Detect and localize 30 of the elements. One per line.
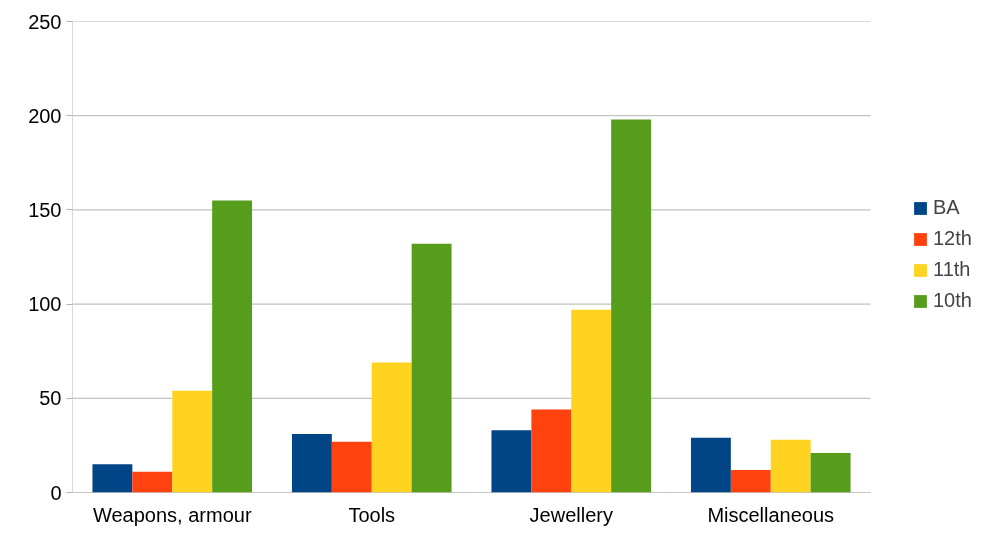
x-tick-label: Weapons, armour	[92, 503, 252, 526]
bar	[531, 409, 572, 493]
x-tick-label: Jewellery	[529, 503, 613, 526]
x-tick-label: Miscellaneous	[707, 503, 835, 526]
bar	[212, 200, 253, 493]
bar	[810, 452, 851, 493]
bar	[291, 434, 332, 493]
bar	[172, 390, 213, 493]
bar	[491, 430, 532, 493]
legend-label: 10th	[933, 289, 972, 312]
y-tick-label: 250	[28, 10, 62, 33]
bar	[371, 362, 412, 493]
y-tick-label: 200	[28, 104, 62, 127]
y-tick-label: 150	[28, 198, 62, 221]
y-tick-label: 0	[50, 481, 62, 504]
y-tick-label: 50	[39, 387, 62, 410]
legend-label: 11th	[933, 258, 971, 281]
y-tick-label: 100	[28, 293, 62, 316]
legend-label: BA	[933, 196, 960, 219]
bar	[611, 119, 652, 493]
bar	[690, 437, 731, 493]
bar	[331, 441, 372, 493]
bar	[730, 469, 771, 493]
x-tick-label: Tools	[348, 503, 396, 526]
bar	[770, 439, 811, 493]
legend-label: 12th	[933, 227, 972, 250]
bar	[92, 464, 133, 493]
bar	[411, 243, 452, 493]
bar	[132, 471, 173, 493]
bar	[571, 309, 612, 493]
